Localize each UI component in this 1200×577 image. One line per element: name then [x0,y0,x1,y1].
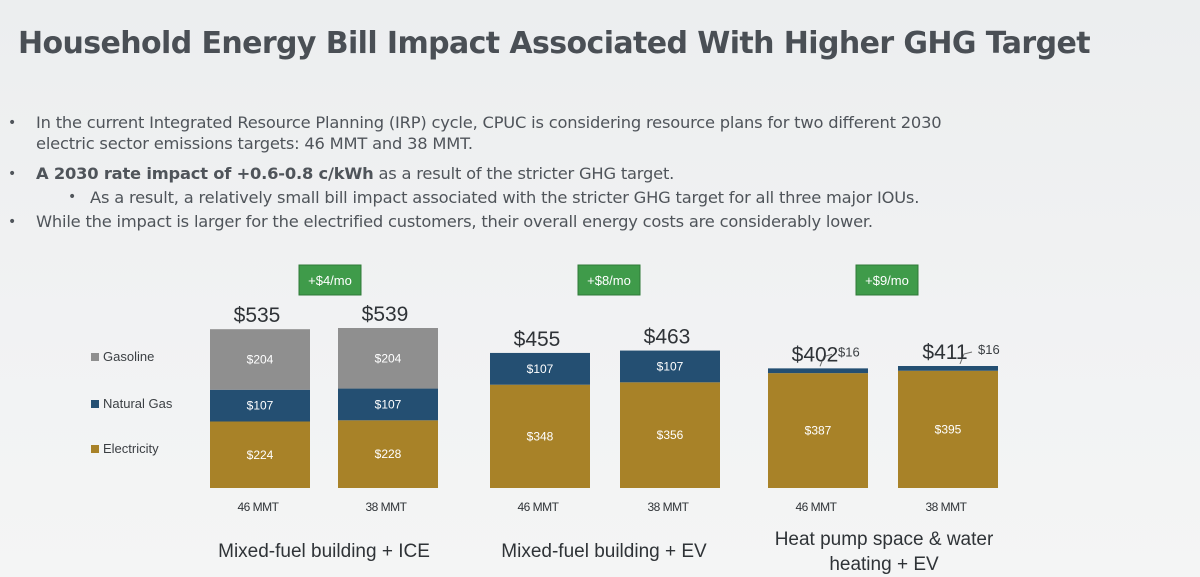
x-tick-label: 46 MMT [517,500,559,514]
bar-total-label: $455 [514,328,561,351]
group-label-line-2: heating + EV [829,554,939,575]
segment-value-label-natural-gas: $107 [657,359,684,373]
segment-value-label-gasoline: $204 [375,351,402,365]
segment-value-label-natural-gas: $107 [527,362,554,376]
group-label: Mixed-fuel building + ICE [218,541,430,562]
bar-total-label: $539 [362,303,409,326]
bar-segment-natural-gas [898,366,998,371]
segment-value-label-electricity: $224 [247,448,274,462]
legend-label-natural-gas: Natural Gas [103,396,173,411]
bar-segment-electricity [210,421,310,488]
x-tick-label: 46 MMT [237,500,279,514]
delta-badge [855,264,919,296]
bullet-marker: • [8,214,17,230]
segment-value-label-natural-gas: $107 [375,397,402,411]
delta-badge-label: +$4/mo [308,273,352,288]
callout-line [819,353,833,367]
bar-segment-natural-gas [338,388,438,421]
segment-value-label-natural-gas: $16 [838,344,860,359]
sub-bullet-marker: • [68,189,77,205]
delta-badge [298,264,362,296]
bullet-3: While the impact is larger for the elect… [36,212,873,231]
bar-total-label: $402 [792,343,839,366]
bar-segment-natural-gas [210,389,310,422]
sub-bullet-1: As a result, a relatively small bill imp… [90,188,920,207]
bullet-marker: • [8,115,17,131]
legend-swatch-gasoline [91,353,99,361]
legend-swatch-electricity [91,445,99,453]
segment-value-label-electricity: $387 [805,424,832,438]
bar-segment-electricity [768,373,868,488]
x-tick-label: 38 MMT [365,500,407,514]
segment-value-label-electricity: $395 [935,422,962,436]
bullet-2: A 2030 rate impact of +0.6-0.8 c/kWh as … [36,163,674,184]
slide-title: Household Energy Bill Impact Associated … [18,26,1091,61]
bullet-1-line-1: In the current Integrated Resource Plann… [36,113,942,132]
legend-label-electricity: Electricity [103,441,159,456]
group-label-line-1: Heat pump space & water [775,529,994,550]
bar-segment-gasoline [338,328,438,389]
delta-badge [577,264,641,296]
bar-segment-gasoline [210,329,310,390]
bar-segment-electricity [338,420,438,488]
legend-label-gasoline: Gasoline [103,349,154,364]
bullet-1-line-2: electric sector emissions targets: 46 MM… [36,134,473,153]
group-label: Mixed-fuel building + EV [501,541,707,562]
segment-value-label-electricity: $356 [657,428,684,442]
bar-segment-natural-gas [620,350,720,383]
bar-segment-electricity [620,382,720,488]
bullet-marker: • [8,166,17,182]
bar-total-label: $535 [234,304,281,327]
callout-line [959,351,973,365]
delta-badge-label: +$9/mo [865,273,909,288]
segment-value-label-electricity: $348 [527,429,554,443]
x-tick-label: 38 MMT [925,500,967,514]
bullet-2-bold: A 2030 rate impact of +0.6-0.8 c/kWh [36,164,374,183]
bar-segment-natural-gas [768,368,868,374]
segment-value-label-natural-gas: $16 [978,342,1000,357]
bullet-2-text: as a result of the stricter GHG target. [373,164,675,183]
bar-segment-electricity [490,384,590,488]
bar-total-label: $411 [922,341,967,364]
bar-total-label: $463 [644,326,691,349]
segment-value-label-electricity: $228 [375,447,402,461]
delta-badge-label: +$8/mo [587,273,631,288]
x-tick-label: 38 MMT [647,500,689,514]
legend-swatch-natural-gas [91,400,99,408]
bar-segment-electricity [898,370,998,488]
segment-value-label-natural-gas: $107 [247,399,274,413]
bar-segment-natural-gas [490,352,590,385]
x-tick-label: 46 MMT [795,500,837,514]
segment-value-label-gasoline: $204 [247,352,274,366]
